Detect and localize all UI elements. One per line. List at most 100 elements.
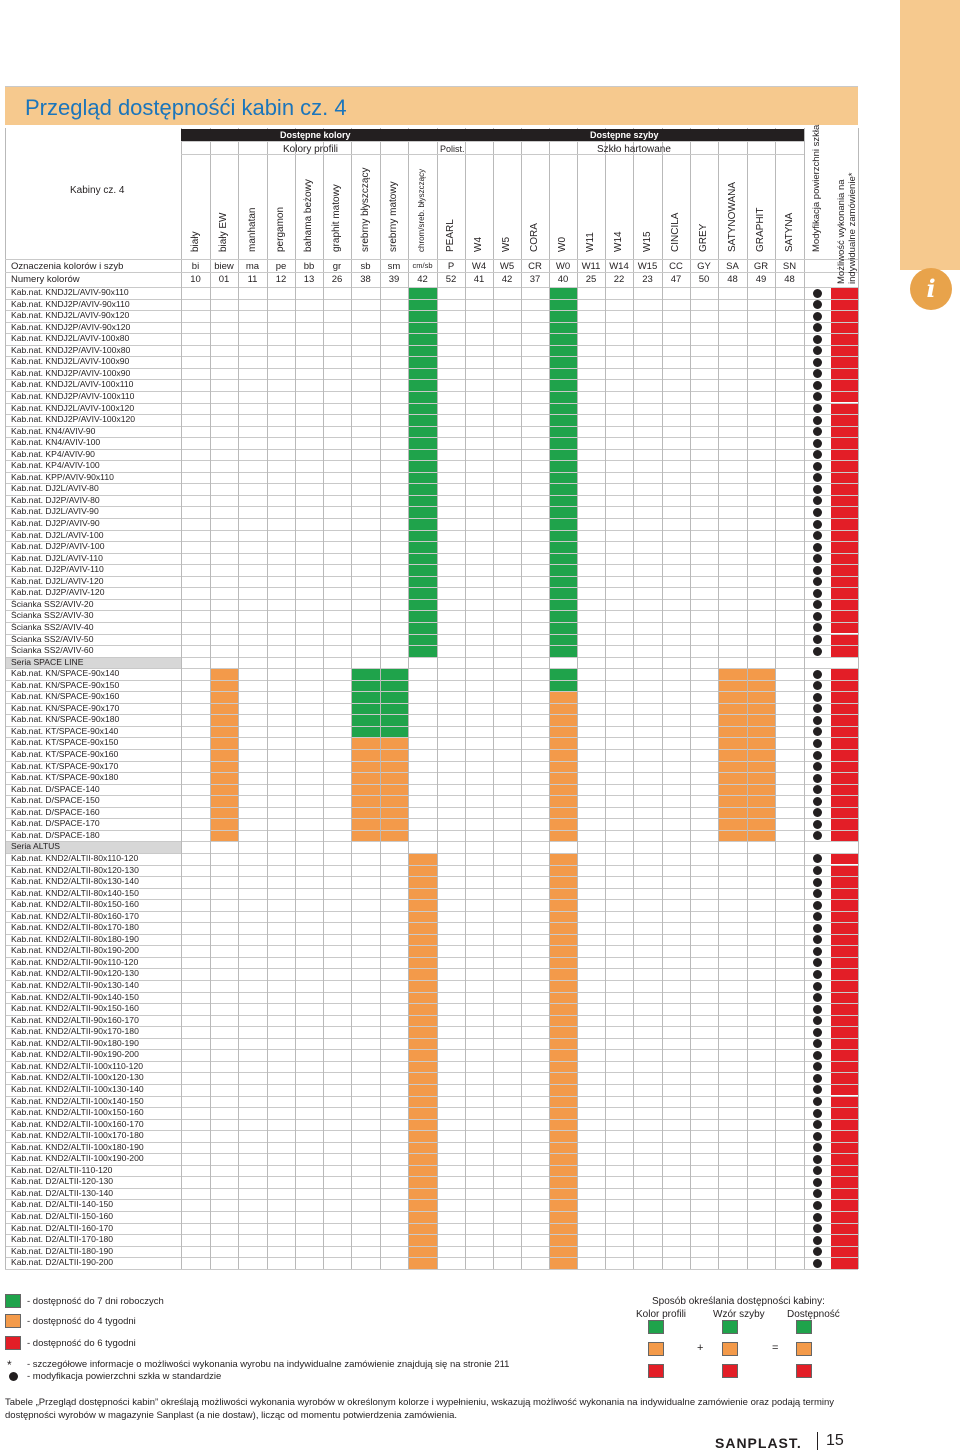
modification-dot-icon: [813, 1027, 822, 1037]
row-label: Kab.nat. KNDJ2P/AVIV-100x80: [11, 344, 131, 355]
header-colors: [181, 129, 437, 141]
custom-order-cell: [831, 333, 858, 345]
row-label: Kab.nat. KNDJ2P/AVIV-100x120: [11, 414, 136, 425]
column-name: bahama beżowy: [303, 179, 314, 252]
row-divider: [5, 321, 858, 323]
column-name: chrom/sreb. błyszczący: [416, 168, 426, 252]
modification-dot-icon: [813, 935, 822, 945]
custom-order-cell: [831, 287, 858, 299]
kabiny-label: Kabiny cz. 4: [70, 185, 125, 196]
col-divider: [577, 128, 578, 1269]
column-number: 25: [585, 274, 597, 285]
modification-dot-icon: [813, 785, 822, 795]
row-divider: [5, 818, 858, 820]
info-icon: i: [910, 268, 952, 310]
custom-order-cell: [831, 483, 858, 495]
modification-dot-icon: [813, 1212, 822, 1222]
column-name: W11: [585, 232, 596, 252]
row-divider: [5, 933, 858, 935]
row-label: Kab.nat. KND2/ALTII-100x170-180: [11, 1130, 144, 1141]
custom-order-cell: [831, 1026, 858, 1038]
row-label: Kab.nat. KND2/ALTII-80x190-200: [11, 945, 139, 956]
row-label: Kab.nat. KT/SPACE-90x180: [11, 772, 119, 783]
custom-order-cell: [831, 679, 858, 692]
column-code: gr: [332, 261, 342, 272]
custom-order-cell: [831, 494, 858, 507]
availability-table: Kab.nat. KNDJ2L/AVIV-90x110 Kab.nat. KNDJ…: [5, 125, 859, 1270]
custom-order-cell: [831, 471, 858, 484]
modification-dot-icon: [813, 646, 822, 656]
custom-order-cell: [831, 552, 858, 565]
modification-dot-icon: [813, 1016, 822, 1026]
row-label: Kab.nat. KND2/ALTII-90x160-170: [11, 1014, 139, 1025]
row-divider: [5, 344, 858, 346]
custom-order-cell: [831, 876, 858, 888]
custom-order-cell: [831, 1072, 858, 1084]
modification-dot-icon: [813, 404, 822, 413]
modification-dot-icon: [813, 1235, 822, 1245]
row-label: Kab.nat. KN/SPACE-90x160: [11, 691, 120, 702]
row-divider: [5, 702, 858, 704]
row-label: Kab.nat. D2/ALTII-180-190: [11, 1245, 114, 1256]
row-divider: [5, 749, 858, 750]
row-label: Kab.nat. KND2/ALTII-90x190-200: [11, 1049, 139, 1060]
row-divider: [5, 899, 858, 901]
col-divider: [549, 128, 550, 1269]
column-name: CORA: [529, 223, 540, 252]
row-label: Kab.nat. KND2/ALTII-100x150-160: [11, 1107, 144, 1118]
row-divider: [5, 991, 858, 993]
col-divider: [267, 128, 268, 1269]
cell-orange: [549, 737, 577, 842]
custom-order-cell: [831, 1130, 858, 1142]
sub-polist-label: Polist.: [440, 144, 465, 154]
custom-order-cell: [831, 725, 858, 738]
custom-order-cell: [831, 956, 858, 969]
row-header-codes: Oznaczenia kolorów i szyb: [11, 261, 124, 272]
custom-order-cell: [831, 1234, 858, 1246]
modification-dot-icon: [813, 1097, 822, 1106]
row-divider: [5, 541, 858, 543]
custom-order-cell: [831, 356, 858, 368]
column-name: SATYNOWANA: [726, 181, 738, 252]
method-swatch: [722, 1342, 738, 1356]
row-divider: [5, 1245, 858, 1247]
custom-order-cell: [831, 1003, 858, 1015]
row-divider: [5, 795, 858, 797]
method-swatch: [796, 1364, 812, 1378]
section-row: [5, 656, 181, 669]
row-divider: [5, 783, 858, 785]
row-label: Kab.nat. DJ2P/AVIV-110: [11, 564, 104, 575]
row-divider: [5, 552, 858, 554]
modification-dot-icon: [813, 715, 822, 725]
column-code: bi: [191, 261, 200, 272]
custom-order-cell: [831, 321, 858, 334]
custom-order-cell: [831, 402, 858, 415]
row-label: Kab.nat. D2/ALTII-140-150: [11, 1199, 114, 1210]
row-divider: [5, 725, 858, 727]
row-label: Kab.nat. KNDJ2P/AVIV-100x110: [11, 390, 135, 401]
row-label: Kab.nat. DJ2L/AVIV-90: [11, 506, 99, 517]
column-number: 26: [331, 274, 343, 285]
row-label: Kab.nat. KT/SPACE-90x140: [11, 725, 119, 736]
row-label: Kab.nat. KN/SPACE-90x150: [11, 679, 120, 690]
custom-order-cell: [831, 772, 858, 784]
row-label: Kab.nat. KND2/ALTII-90x120-130: [11, 968, 139, 979]
sub-hartowane-label: Szkło hartowane: [597, 144, 671, 155]
row-divider: [5, 668, 858, 670]
column-number: 49: [755, 274, 767, 285]
row-label: Ścianka SS2/AVIV-60: [11, 645, 94, 656]
method-swatch: [722, 1320, 738, 1334]
row-divider: [5, 1234, 858, 1236]
modification-dot-icon: [813, 762, 822, 772]
col-divider: [633, 128, 634, 1269]
column-code: sm: [387, 261, 401, 272]
header-glass: [437, 129, 804, 141]
row-label: Seria ALTUS: [11, 841, 61, 852]
row-divider: [5, 1176, 858, 1178]
custom-order-cell: [831, 852, 858, 865]
column-number: 38: [360, 274, 371, 285]
custom-order-cell: [831, 645, 858, 657]
custom-order-cell: [831, 633, 858, 646]
column-number: 37: [529, 274, 541, 285]
custom-order-cell: [831, 541, 858, 553]
